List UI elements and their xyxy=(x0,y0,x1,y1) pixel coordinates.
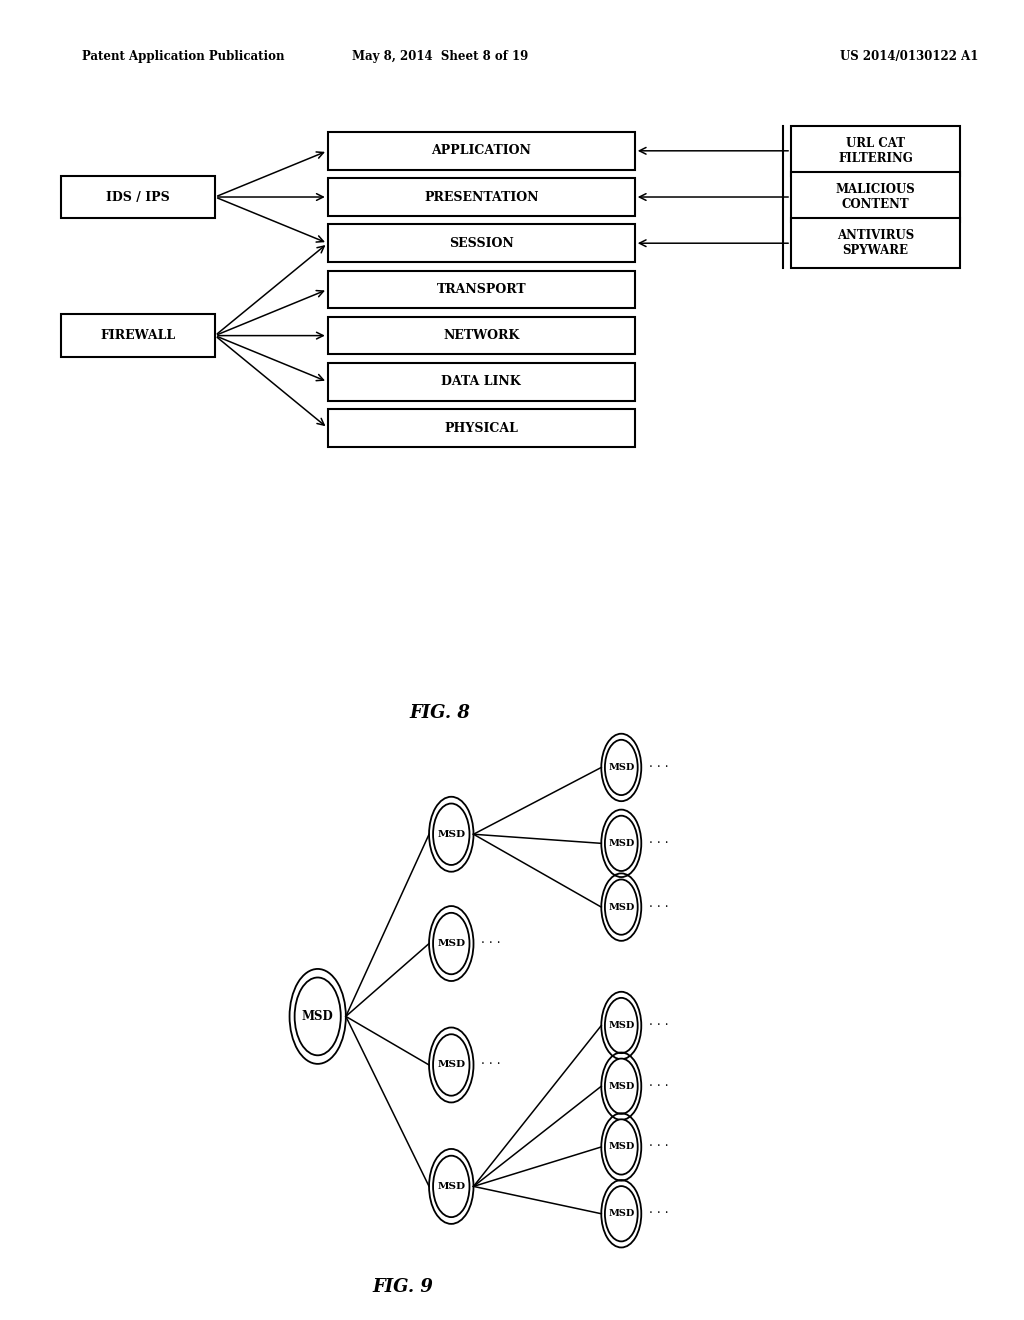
Text: · · ·: · · · xyxy=(648,1208,669,1220)
Ellipse shape xyxy=(433,1035,469,1096)
Text: MSD: MSD xyxy=(608,903,635,912)
Text: FIG. 8: FIG. 8 xyxy=(410,704,471,722)
Ellipse shape xyxy=(605,816,638,871)
FancyBboxPatch shape xyxy=(328,132,635,170)
Text: Patent Application Publication: Patent Application Publication xyxy=(82,50,285,63)
Text: MSD: MSD xyxy=(302,1010,334,1023)
Text: APPLICATION: APPLICATION xyxy=(431,144,531,157)
Text: MSD: MSD xyxy=(608,838,635,847)
FancyBboxPatch shape xyxy=(61,314,215,358)
Text: FIG. 9: FIG. 9 xyxy=(373,1278,433,1296)
Text: · · ·: · · · xyxy=(648,760,669,774)
Text: MSD: MSD xyxy=(608,1142,635,1151)
Text: DATA LINK: DATA LINK xyxy=(441,375,521,388)
Text: · · ·: · · · xyxy=(481,937,501,950)
Text: · · ·: · · · xyxy=(648,1140,669,1154)
Text: ANTIVIRUS
SPYWARE: ANTIVIRUS SPYWARE xyxy=(837,230,914,257)
Ellipse shape xyxy=(605,998,638,1053)
Ellipse shape xyxy=(295,978,341,1055)
Text: FIREWALL: FIREWALL xyxy=(100,329,176,342)
FancyBboxPatch shape xyxy=(328,363,635,401)
Text: TRANSPORT: TRANSPORT xyxy=(436,282,526,296)
Text: · · ·: · · · xyxy=(648,900,669,913)
Text: MSD: MSD xyxy=(437,830,465,838)
Ellipse shape xyxy=(605,1059,638,1114)
FancyBboxPatch shape xyxy=(328,271,635,309)
Text: PHYSICAL: PHYSICAL xyxy=(444,421,518,434)
Text: PRESENTATION: PRESENTATION xyxy=(424,190,539,203)
Text: MSD: MSD xyxy=(437,939,465,948)
Ellipse shape xyxy=(433,1156,469,1217)
Text: · · ·: · · · xyxy=(481,1059,501,1072)
FancyBboxPatch shape xyxy=(328,224,635,263)
Text: SESSION: SESSION xyxy=(449,236,514,249)
Text: MSD: MSD xyxy=(608,1020,635,1030)
Text: · · ·: · · · xyxy=(648,1080,669,1093)
Text: MSD: MSD xyxy=(437,1181,465,1191)
Text: MSD: MSD xyxy=(437,1060,465,1069)
FancyBboxPatch shape xyxy=(792,125,961,176)
Ellipse shape xyxy=(605,1119,638,1175)
FancyBboxPatch shape xyxy=(61,176,215,218)
Text: IDS / IPS: IDS / IPS xyxy=(106,190,170,203)
FancyBboxPatch shape xyxy=(792,173,961,222)
Text: MSD: MSD xyxy=(608,1081,635,1090)
Ellipse shape xyxy=(433,804,469,865)
Text: US 2014/0130122 A1: US 2014/0130122 A1 xyxy=(840,50,978,63)
Ellipse shape xyxy=(605,739,638,795)
Text: MALICIOUS
CONTENT: MALICIOUS CONTENT xyxy=(836,183,915,211)
Text: NETWORK: NETWORK xyxy=(443,329,519,342)
Ellipse shape xyxy=(605,1187,638,1241)
FancyBboxPatch shape xyxy=(792,218,961,268)
Text: · · ·: · · · xyxy=(648,1019,669,1032)
Text: URL CAT
FILTERING: URL CAT FILTERING xyxy=(839,137,912,165)
FancyBboxPatch shape xyxy=(328,317,635,355)
FancyBboxPatch shape xyxy=(328,178,635,216)
Text: MSD: MSD xyxy=(608,763,635,772)
Text: · · ·: · · · xyxy=(648,837,669,850)
Text: May 8, 2014  Sheet 8 of 19: May 8, 2014 Sheet 8 of 19 xyxy=(352,50,528,63)
FancyBboxPatch shape xyxy=(328,409,635,446)
Ellipse shape xyxy=(433,913,469,974)
Ellipse shape xyxy=(605,879,638,935)
Text: MSD: MSD xyxy=(608,1209,635,1218)
